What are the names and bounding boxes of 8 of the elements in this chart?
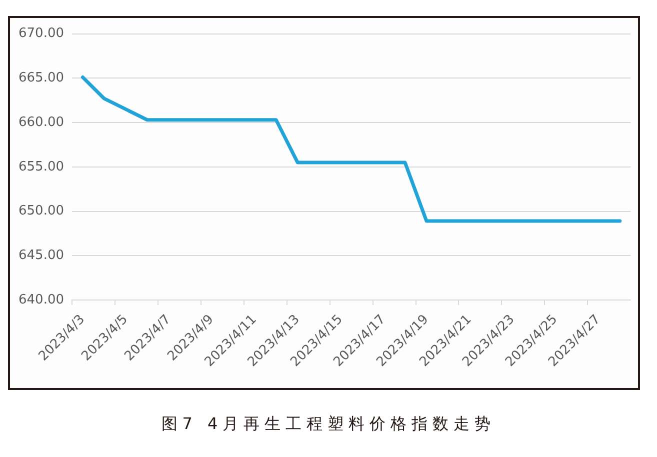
y-tick-label: 660.00 bbox=[18, 114, 64, 130]
y-tick-label: 665.00 bbox=[18, 70, 64, 86]
y-tick-label: 670.00 bbox=[18, 26, 64, 42]
y-tick-label: 640.00 bbox=[18, 292, 64, 308]
y-tick-label: 645.00 bbox=[18, 248, 64, 264]
y-tick-label: 650.00 bbox=[18, 204, 64, 219]
text: 图7 4月再生工程塑料价格指数走势 bbox=[160, 414, 497, 435]
y-tick-label: 655.00 bbox=[18, 159, 64, 174]
